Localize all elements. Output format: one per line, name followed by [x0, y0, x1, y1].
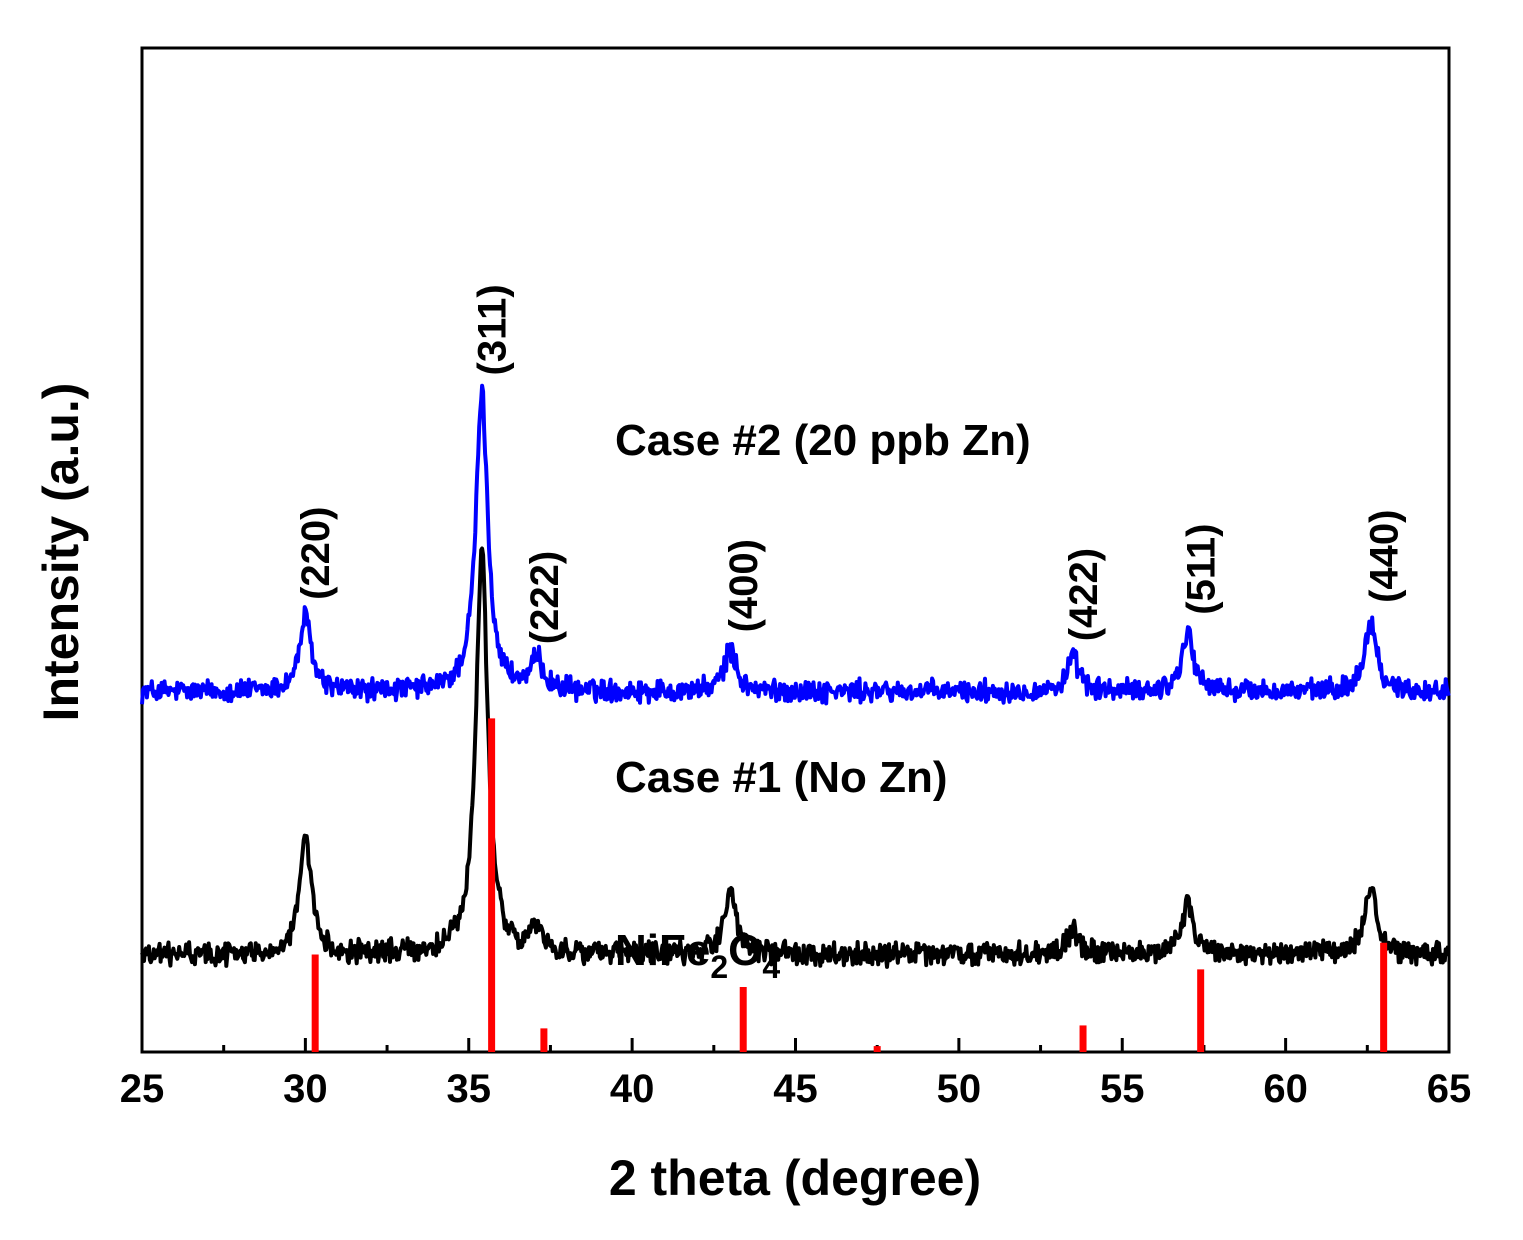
x-tick-label: 60 [1263, 1067, 1308, 1111]
reference-sticks [311, 718, 1388, 1052]
peak-label: (311) [471, 284, 515, 375]
series-line-case2 [140, 383, 1451, 706]
x-tick-label: 25 [120, 1067, 165, 1111]
peak-label: (220) [294, 507, 338, 600]
peak-label: (422) [1062, 548, 1106, 641]
x-tick-label: 55 [1100, 1067, 1145, 1111]
peak-label: (440) [1363, 510, 1407, 603]
y-axis-title: Intensity (a.u.) [33, 383, 89, 722]
x-tick-label: 50 [937, 1067, 982, 1111]
x-ticks: 25 30 35 40 45 50 55 60 65 [120, 1038, 1472, 1111]
x-tick-label: 40 [610, 1067, 655, 1111]
peak-label: (222) [523, 551, 567, 644]
x-tick-label: 35 [447, 1067, 492, 1111]
peak-label: (400) [722, 539, 766, 632]
x-tick-label: 45 [773, 1067, 818, 1111]
x-tick-label: 30 [283, 1067, 328, 1111]
peak-label: (511) [1180, 524, 1224, 615]
series-line-case1 [140, 546, 1451, 969]
reference-label: NiFe2O4 [615, 926, 780, 985]
x-tick-label: 65 [1427, 1067, 1472, 1111]
series-layer [140, 383, 1451, 969]
series-label-case1: Case #1 (No Zn) [615, 753, 948, 802]
x-axis-title: 2 theta (degree) [609, 1150, 981, 1206]
peak-labels: (220) (311) (222) (400) (422) (511) (440) [294, 284, 1406, 644]
series-label-case2: Case #2 (20 ppb Zn) [615, 416, 1031, 465]
